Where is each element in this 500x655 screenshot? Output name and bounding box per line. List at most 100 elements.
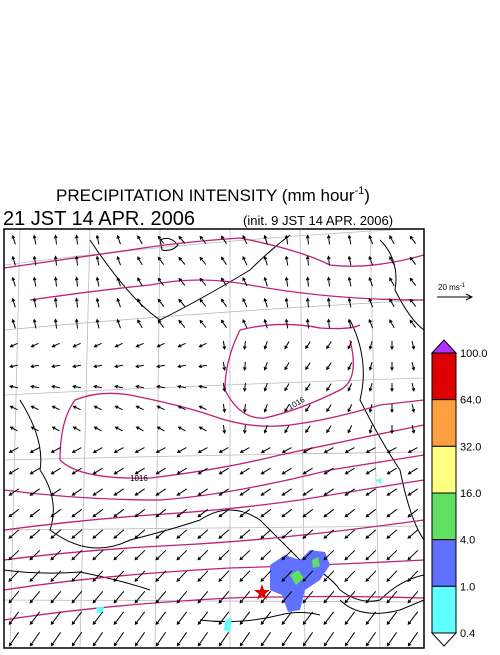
wind-arrow: [281, 508, 293, 518]
wind-arrow: [239, 447, 250, 453]
wind-arrow: [365, 467, 376, 475]
wind-arrow: [157, 319, 165, 328]
wind-arrow: [284, 234, 289, 245]
wind-arrow: [242, 361, 247, 372]
wind-arrow: [155, 508, 167, 518]
wind-arrow: [347, 341, 353, 350]
wind-arrow: [305, 404, 311, 413]
wind-arrow: [326, 362, 332, 371]
wind-arrow: [176, 488, 187, 496]
wind-arrow: [114, 426, 123, 432]
wind-arrow: [71, 611, 83, 626]
wind-arrow: [197, 447, 208, 453]
wind-arrow: [134, 488, 145, 496]
wind-arrow: [260, 467, 271, 475]
wind-arrow: [323, 447, 334, 453]
wind-arrow: [242, 255, 248, 266]
colorbar-segment: [431, 399, 457, 447]
wind-arrow: [197, 508, 209, 518]
wind-arrow: [284, 425, 290, 434]
wind-arrow: [218, 590, 230, 604]
wind-arrow: [260, 508, 272, 518]
wind-arrow: [11, 255, 16, 266]
wind-arrow: [281, 570, 293, 582]
wind-arrow: [326, 383, 332, 392]
wind-arrow: [347, 404, 353, 413]
wind-arrow: [95, 255, 100, 266]
wind-arrow: [51, 426, 60, 432]
wind-arrow: [199, 277, 207, 286]
wind-arrow: [92, 611, 104, 626]
wind-arrow: [134, 508, 146, 518]
wind-arrow: [135, 384, 144, 389]
wind-arrow: [302, 529, 314, 539]
wind-arrow: [326, 255, 331, 266]
wind-arrow: [93, 426, 102, 432]
colorbar-label: 32.0: [460, 441, 481, 453]
wind-arrow: [239, 590, 251, 604]
wind-arrow: [260, 447, 271, 453]
wind-arrow: [113, 447, 124, 453]
wind-arrow: [386, 632, 398, 647]
wind-arrow: [177, 405, 186, 411]
wind-arrow: [263, 404, 268, 413]
wind-arrow: [390, 383, 394, 393]
wind-arrow: [92, 590, 104, 604]
wind-arrow: [176, 590, 188, 604]
wind-arrow: [389, 235, 395, 245]
wind-arrow: [284, 341, 290, 350]
wind-arrow: [260, 570, 272, 582]
wind-arrow: [344, 570, 356, 582]
wind-arrow: [93, 342, 102, 348]
wind-arrow: [197, 611, 209, 626]
wind-arrow: [263, 318, 268, 329]
wind-arrow: [92, 467, 103, 475]
precipitation: [96, 478, 382, 632]
wind-arrow: [389, 298, 395, 308]
wind-arrow: [284, 297, 289, 308]
wind-arrow: [347, 383, 353, 392]
wind-arrow: [386, 590, 398, 604]
wind-arrow: [114, 342, 123, 348]
wind-arrow: [95, 297, 100, 308]
wind-arrow: [368, 276, 374, 287]
wind-arrow: [407, 447, 418, 453]
wind-arrow: [50, 488, 61, 496]
vector-legend-text: 20 ms: [438, 283, 460, 292]
wind-arrow: [113, 508, 125, 518]
wind-arrow: [239, 467, 250, 475]
wind-arrow: [137, 235, 143, 245]
wind-arrow: [71, 632, 83, 647]
wind-arrow: [197, 488, 208, 496]
wind-arrow: [30, 384, 39, 389]
wind-arrow: [71, 467, 82, 475]
wind-arrow: [411, 382, 416, 392]
wind-arrow: [281, 590, 293, 604]
wind-arrow: [8, 447, 19, 453]
wind-arrow: [92, 488, 103, 496]
wind-arrow: [176, 447, 187, 453]
wind-arrow: [222, 382, 227, 393]
wind-arrow: [71, 447, 82, 453]
wind-arrow: [365, 508, 377, 518]
wind-arrow: [53, 255, 58, 266]
wind-arrow: [305, 276, 310, 287]
location-star: [254, 584, 270, 600]
wind-arrow: [344, 611, 356, 626]
wind-arrow: [260, 611, 272, 626]
wind-arrow: [407, 611, 419, 626]
wind-arrow: [113, 529, 125, 539]
wind-arrow: [260, 488, 271, 496]
wind-arrow: [409, 277, 417, 286]
wind-arrow: [9, 384, 18, 389]
wind-arrow: [71, 529, 83, 539]
wind-arrow: [284, 362, 290, 371]
wind-arrow: [197, 570, 209, 582]
wind-arrow: [220, 319, 227, 328]
title-text: PRECIPITATION INTENSITY (mm hour: [56, 186, 355, 205]
wind-arrow: [29, 529, 41, 539]
wind-arrow: [347, 297, 352, 308]
colorbar-segment: [431, 492, 457, 541]
wind-arrow: [50, 632, 62, 647]
wind-arrow: [386, 549, 398, 561]
